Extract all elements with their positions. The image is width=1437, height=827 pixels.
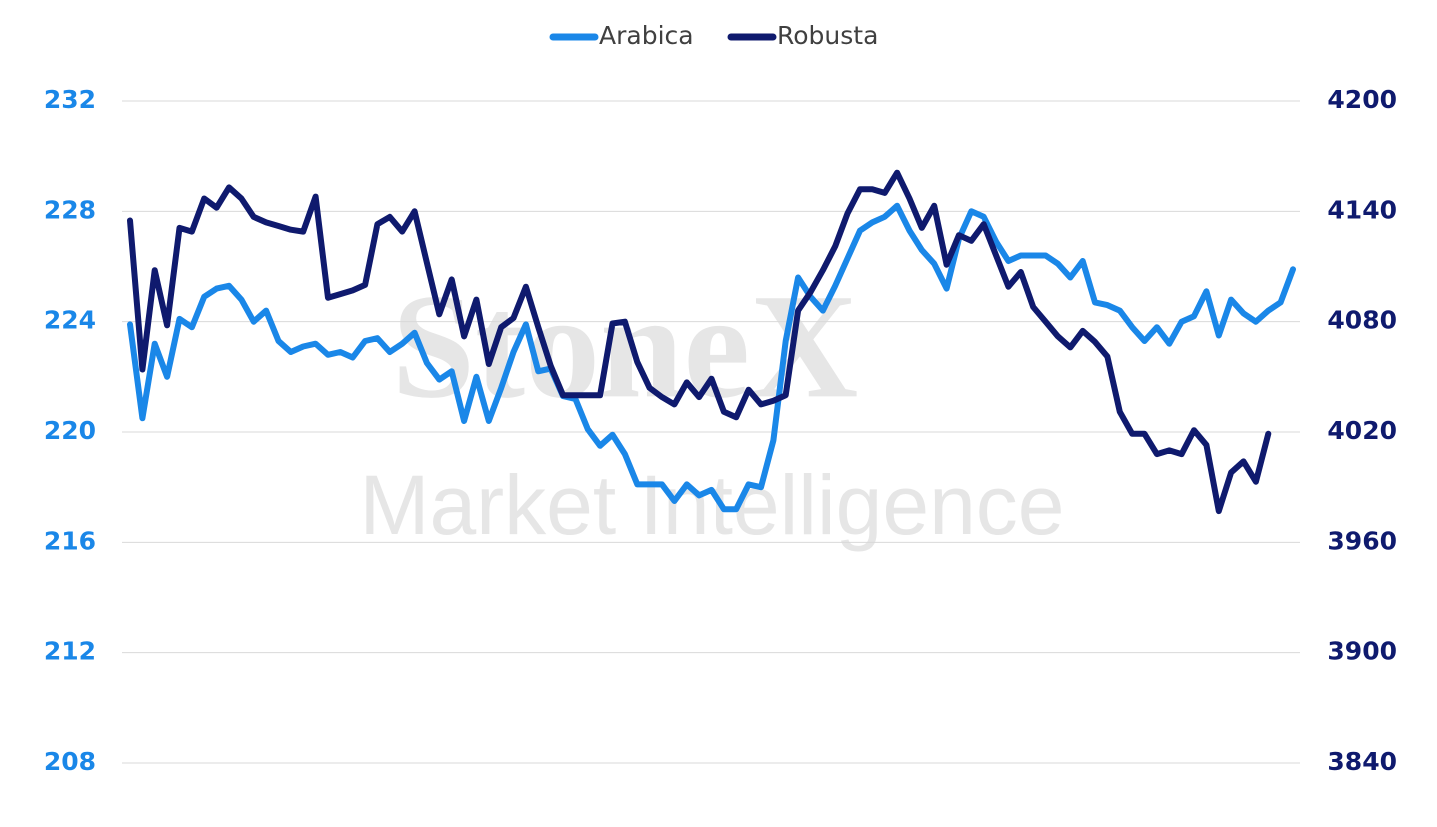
y2-tick-label: 3840 [1327, 747, 1397, 776]
y2-tick-label: 4200 [1327, 85, 1397, 114]
y-tick-label: 216 [44, 526, 96, 555]
y-tick-label: 220 [44, 416, 96, 445]
y2-tick-label: 3960 [1327, 526, 1397, 555]
y2-tick-label: 3900 [1327, 637, 1397, 666]
watermark-subtitle: Market Intelligence [359, 458, 1064, 552]
series-line [127, 202, 1296, 513]
y-tick-label: 228 [44, 195, 96, 224]
y2-tick-label: 4020 [1327, 416, 1397, 445]
series-line [127, 169, 1272, 515]
y-tick-label: 208 [44, 747, 96, 776]
y2-tick-label: 4080 [1327, 306, 1397, 335]
legend-label: Arabica [599, 21, 694, 50]
y-tick-label: 232 [44, 85, 96, 114]
y-tick-label: 224 [44, 306, 96, 335]
y2-tick-label: 4140 [1327, 195, 1397, 224]
y-tick-label: 212 [44, 637, 96, 666]
legend-label: Robusta [777, 21, 878, 50]
